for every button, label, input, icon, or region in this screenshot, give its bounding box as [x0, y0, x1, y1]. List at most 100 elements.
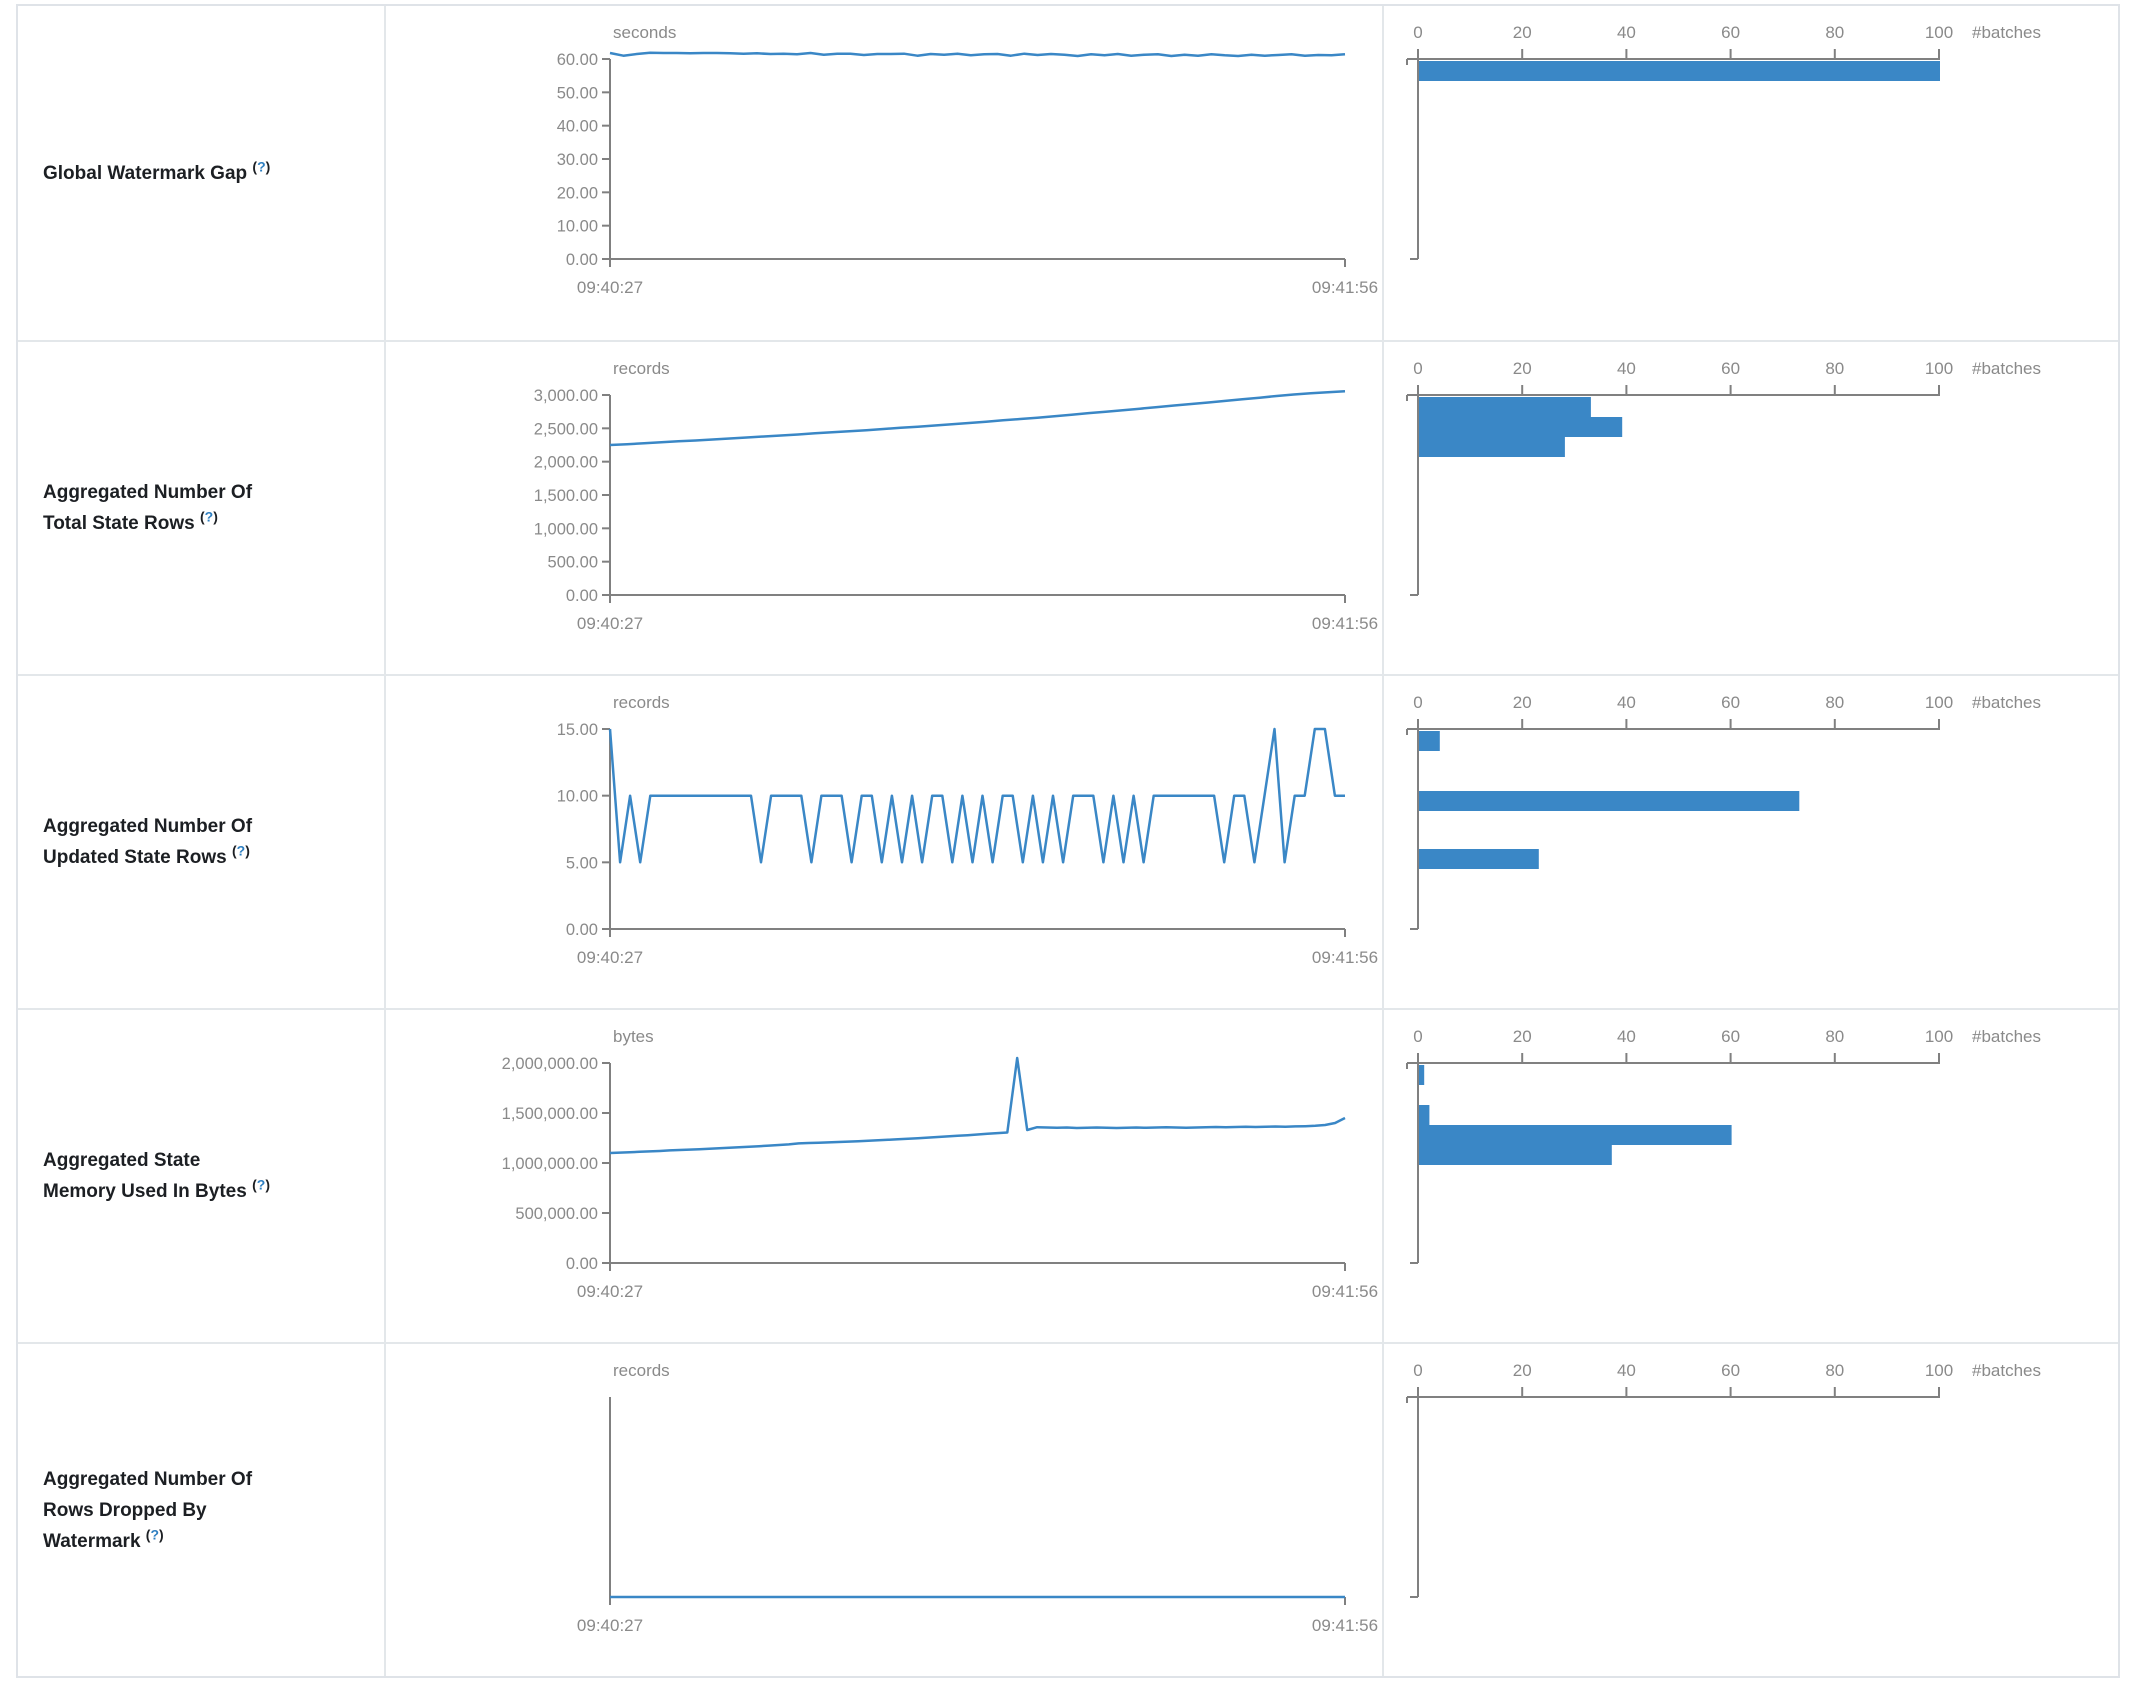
svg-text:500,000.00: 500,000.00	[515, 1205, 598, 1223]
help-link[interactable]: (?)	[231, 842, 250, 859]
svg-text:2,500.00: 2,500.00	[534, 420, 598, 438]
svg-text:80: 80	[1825, 1027, 1844, 1046]
svg-text:0.00: 0.00	[566, 921, 598, 939]
svg-text:5.00: 5.00	[566, 854, 598, 872]
timeline-chart-cell: bytes 2,000,000.00 1,500,000.00 1,000,000.0…	[384, 1008, 1382, 1342]
metric-label-text: Aggregated State Memory Used In Bytes	[43, 1150, 247, 1202]
timeline-chart-total-state-rows: records 3,000.00 2,500.00 2,000.00 1,500.00 1…	[534, 359, 1378, 633]
svg-text:40: 40	[1617, 1027, 1636, 1046]
svg-text:20: 20	[1513, 359, 1532, 378]
metric-row-label-rows-dropped-by-watermark: Aggregated Number Of Rows Dropped By Wat…	[18, 1342, 384, 1676]
svg-text:0.00: 0.00	[566, 1255, 598, 1273]
metric-label-text: Aggregated Number Of Updated State Rows	[43, 816, 253, 868]
histogram-chart-cell: 0 20 40 60 80 100 #batches	[1382, 6, 2118, 340]
metric-row-label-updated-state-rows: Aggregated Number Of Updated State Rows …	[18, 674, 384, 1008]
svg-text:40.00: 40.00	[557, 118, 598, 136]
svg-text:60: 60	[1721, 359, 1740, 378]
svg-text:20: 20	[1513, 1027, 1532, 1046]
svg-text:1,500,000.00: 1,500,000.00	[502, 1105, 598, 1123]
svg-text:#batches: #batches	[1972, 1027, 2041, 1046]
svg-text:100: 100	[1925, 1361, 1953, 1380]
timeline-chart-rows-dropped-by-watermark: records 09:40:27 09:41:56	[577, 1361, 1378, 1635]
svg-text:09:41:56: 09:41:56	[1312, 1282, 1378, 1301]
help-link[interactable]: (?)	[252, 1176, 270, 1193]
svg-text:15.00: 15.00	[557, 721, 598, 739]
svg-text:30.00: 30.00	[557, 151, 598, 169]
svg-text:0: 0	[1413, 23, 1422, 42]
svg-text:0: 0	[1413, 1361, 1422, 1380]
svg-text:records: records	[613, 693, 670, 712]
svg-text:records: records	[613, 1361, 670, 1380]
help-question-icon[interactable]: ?	[150, 1526, 160, 1543]
metric-label-text: Aggregated Number Of Rows Dropped By Wat…	[43, 1468, 253, 1552]
svg-text:40: 40	[1617, 1361, 1636, 1380]
svg-text:10.00: 10.00	[557, 218, 598, 236]
svg-text:#batches: #batches	[1972, 359, 2041, 378]
svg-text:09:41:56: 09:41:56	[1312, 948, 1378, 967]
histogram-chart-state-memory-used: 0 20 40 60 80 100 #batches	[1406, 1027, 2041, 1264]
streaming-metrics-table: Global Watermark Gap (?) seconds 60.00 50.…	[16, 4, 2120, 1678]
svg-text:60.00: 60.00	[557, 51, 598, 69]
svg-text:09:40:27: 09:40:27	[577, 278, 643, 297]
svg-text:09:41:56: 09:41:56	[1312, 614, 1378, 633]
timeline-chart-cell: records 3,000.00 2,500.00 2,000.00 1,500.00 1…	[384, 340, 1382, 674]
svg-text:20: 20	[1513, 23, 1532, 42]
svg-text:0: 0	[1413, 1027, 1422, 1046]
svg-text:seconds: seconds	[613, 23, 676, 42]
metric-row-label-total-state-rows: Aggregated Number Of Total State Rows (?…	[18, 340, 384, 674]
timeline-chart-state-memory-used: bytes 2,000,000.00 1,500,000.00 1,000,000.0…	[502, 1027, 1378, 1301]
svg-text:100: 100	[1925, 1027, 1953, 1046]
svg-text:50.00: 50.00	[557, 84, 598, 102]
timeline-chart-cell: records 09:40:27 09:41:56	[384, 1342, 1382, 1676]
svg-text:0: 0	[1413, 693, 1422, 712]
histogram-chart-rows-dropped-by-watermark: 0 20 40 60 80 100 #batches	[1406, 1361, 2041, 1598]
svg-text:40: 40	[1617, 693, 1636, 712]
metric-label: Aggregated Number Of Updated State Rows …	[43, 811, 271, 873]
svg-text:80: 80	[1825, 359, 1844, 378]
help-link[interactable]: (?)	[199, 508, 218, 525]
svg-text:records: records	[613, 359, 670, 378]
svg-text:#batches: #batches	[1972, 23, 2041, 42]
svg-text:3,000.00: 3,000.00	[534, 387, 598, 405]
histogram-chart-cell: 0 20 40 60 80 100 #batches	[1382, 340, 2118, 674]
help-question-icon[interactable]: ?	[204, 508, 214, 525]
svg-text:#batches: #batches	[1972, 1361, 2041, 1380]
metric-label: Global Watermark Gap (?)	[43, 158, 271, 189]
svg-text:60: 60	[1721, 693, 1740, 712]
svg-text:20: 20	[1513, 693, 1532, 712]
svg-text:2,000,000.00: 2,000,000.00	[502, 1055, 598, 1073]
help-question-icon[interactable]: ?	[257, 158, 266, 175]
metric-label: Aggregated Number Of Rows Dropped By Wat…	[43, 1464, 271, 1557]
metric-label: Aggregated Number Of Total State Rows (?…	[43, 477, 271, 539]
svg-text:09:40:27: 09:40:27	[577, 614, 643, 633]
svg-text:0.00: 0.00	[566, 587, 598, 605]
svg-text:100: 100	[1925, 693, 1953, 712]
histogram-chart-global-watermark-gap: 0 20 40 60 80 100 #batches	[1406, 23, 2041, 260]
svg-text:0: 0	[1413, 359, 1422, 378]
help-link[interactable]: (?)	[145, 1526, 164, 1543]
svg-text:09:40:27: 09:40:27	[577, 948, 643, 967]
svg-text:bytes: bytes	[613, 1027, 654, 1046]
svg-text:09:41:56: 09:41:56	[1312, 1616, 1378, 1635]
help-question-icon[interactable]: ?	[256, 1176, 266, 1193]
svg-text:40: 40	[1617, 359, 1636, 378]
svg-text:60: 60	[1721, 1027, 1740, 1046]
svg-text:20: 20	[1513, 1361, 1532, 1380]
histogram-chart-cell: 0 20 40 60 80 100 #batches	[1382, 674, 2118, 1008]
svg-text:80: 80	[1825, 23, 1844, 42]
svg-text:#batches: #batches	[1972, 693, 2041, 712]
metric-label: Aggregated State Memory Used In Bytes (?…	[43, 1145, 271, 1207]
timeline-chart-cell: seconds 60.00 50.00 40.00 30.00 20.00 10.00 0.0…	[384, 6, 1382, 340]
svg-text:60: 60	[1721, 23, 1740, 42]
svg-text:09:40:27: 09:40:27	[577, 1282, 643, 1301]
svg-text:09:41:56: 09:41:56	[1312, 278, 1378, 297]
svg-text:09:40:27: 09:40:27	[577, 1616, 643, 1635]
histogram-chart-cell: 0 20 40 60 80 100 #batches	[1382, 1008, 2118, 1342]
help-question-icon[interactable]: ?	[236, 842, 246, 859]
svg-text:1,000.00: 1,000.00	[534, 520, 598, 538]
svg-text:1,500.00: 1,500.00	[534, 487, 598, 505]
timeline-chart-global-watermark-gap: seconds 60.00 50.00 40.00 30.00 20.00 10.00 0.0…	[557, 23, 1378, 297]
timeline-chart-updated-state-rows: records 15.00 10.00 5.00 0.00 09:40:27 09:41:5…	[557, 693, 1378, 967]
help-link[interactable]: (?)	[252, 158, 271, 175]
metric-row-label-state-memory-used: Aggregated State Memory Used In Bytes (?…	[18, 1008, 384, 1342]
